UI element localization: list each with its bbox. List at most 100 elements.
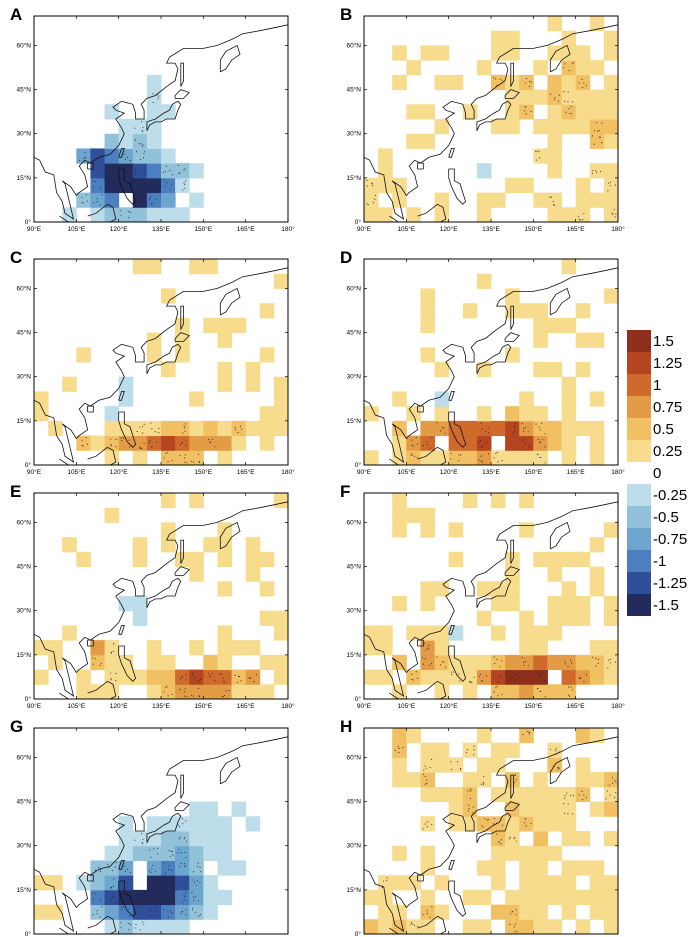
grid-cell (491, 831, 506, 847)
grid-cell (392, 845, 407, 861)
grid-cell (175, 831, 190, 847)
significance-dot (108, 867, 110, 869)
significance-dot (182, 189, 184, 191)
significance-dot (143, 892, 145, 894)
grid-cell (62, 625, 77, 641)
anomaly-cells (364, 493, 618, 699)
significance-dot (372, 202, 374, 204)
grid-cell (217, 420, 233, 437)
significance-dot (110, 899, 112, 901)
grid-cell (434, 74, 450, 91)
grid-cell (364, 192, 379, 208)
significance-dot (141, 841, 143, 844)
grid-cell (547, 148, 563, 164)
grid-cell (589, 654, 605, 671)
significance-dot (372, 185, 374, 187)
significance-dot (436, 656, 438, 658)
grid-cell (533, 362, 548, 378)
grid-cell (161, 816, 176, 832)
grid-cell (434, 640, 450, 656)
significance-dot (234, 674, 236, 676)
significance-dot (493, 817, 496, 820)
grid-cell (491, 450, 506, 465)
grid-cell (547, 654, 563, 671)
grid-cell (505, 177, 520, 194)
significance-dot (197, 865, 199, 868)
significance-dot (142, 901, 144, 903)
grid-cell (575, 669, 591, 685)
significance-dot (128, 217, 130, 219)
grid-cell (104, 669, 120, 685)
significance-dot (436, 422, 438, 424)
grid-cell (519, 669, 534, 685)
significance-dot (422, 828, 424, 830)
significance-dot (164, 872, 166, 874)
coastline (417, 680, 447, 699)
significance-dot (156, 853, 158, 855)
grid-cell (505, 119, 520, 135)
coastline (87, 446, 117, 465)
lon-tick-label: 135°E (152, 225, 170, 233)
panel-label: C (10, 248, 22, 267)
significance-dot (94, 181, 96, 183)
significance-dot (199, 867, 201, 869)
significance-dot (613, 208, 615, 210)
grid-cell (505, 742, 520, 758)
significance-dot (128, 922, 130, 924)
significance-dot (83, 157, 85, 159)
grid-cell (217, 317, 233, 334)
significance-dot (179, 678, 181, 680)
significance-dot (558, 94, 560, 96)
grid-cell (476, 450, 492, 465)
significance-dot (106, 891, 108, 893)
grid-cell (589, 89, 605, 105)
grid-cell (104, 684, 120, 699)
grid-cell (118, 391, 134, 407)
significance-dot (601, 122, 603, 124)
grid-cell (406, 60, 421, 76)
significance-dot (134, 171, 137, 173)
grid-cell (561, 74, 577, 91)
grid-cell (603, 772, 618, 788)
significance-dot (99, 916, 101, 918)
grid-cell (603, 875, 618, 891)
coastline (504, 801, 520, 811)
significance-dot (410, 923, 412, 925)
significance-dot (101, 194, 103, 196)
significance-dot (554, 96, 556, 99)
significance-dot (184, 461, 186, 463)
significance-dot (149, 908, 152, 910)
significance-dot (426, 444, 428, 446)
lat-tick-label: 60°N (16, 284, 31, 292)
significance-dot (568, 70, 570, 72)
significance-dot (165, 877, 167, 879)
grid-cell (462, 742, 478, 758)
significance-dot (530, 110, 532, 113)
grid-cell (104, 148, 120, 164)
grid-cell (406, 406, 421, 422)
significance-dot (112, 173, 114, 176)
grid-cell (575, 89, 591, 105)
significance-dot (115, 445, 117, 448)
significance-dot (115, 438, 117, 441)
grid-cell (519, 406, 534, 422)
significance-dot (479, 439, 482, 441)
coastline (448, 391, 455, 401)
grid-cell (132, 192, 148, 208)
coastline (219, 756, 241, 785)
significance-dot (567, 91, 569, 93)
significance-dot (110, 444, 112, 446)
significance-dot (185, 440, 187, 442)
grid-cell (132, 551, 148, 568)
legend-swatch (627, 396, 651, 418)
grid-cell (589, 889, 605, 906)
grid-cell (245, 640, 261, 656)
grid-cell (561, 435, 577, 451)
significance-dot (185, 892, 187, 894)
grid-cell (259, 654, 275, 671)
grid-cell (420, 133, 436, 149)
grid-cell (547, 919, 563, 934)
significance-dot (525, 113, 527, 115)
significance-dot (171, 459, 173, 461)
grid-cell (146, 831, 162, 847)
